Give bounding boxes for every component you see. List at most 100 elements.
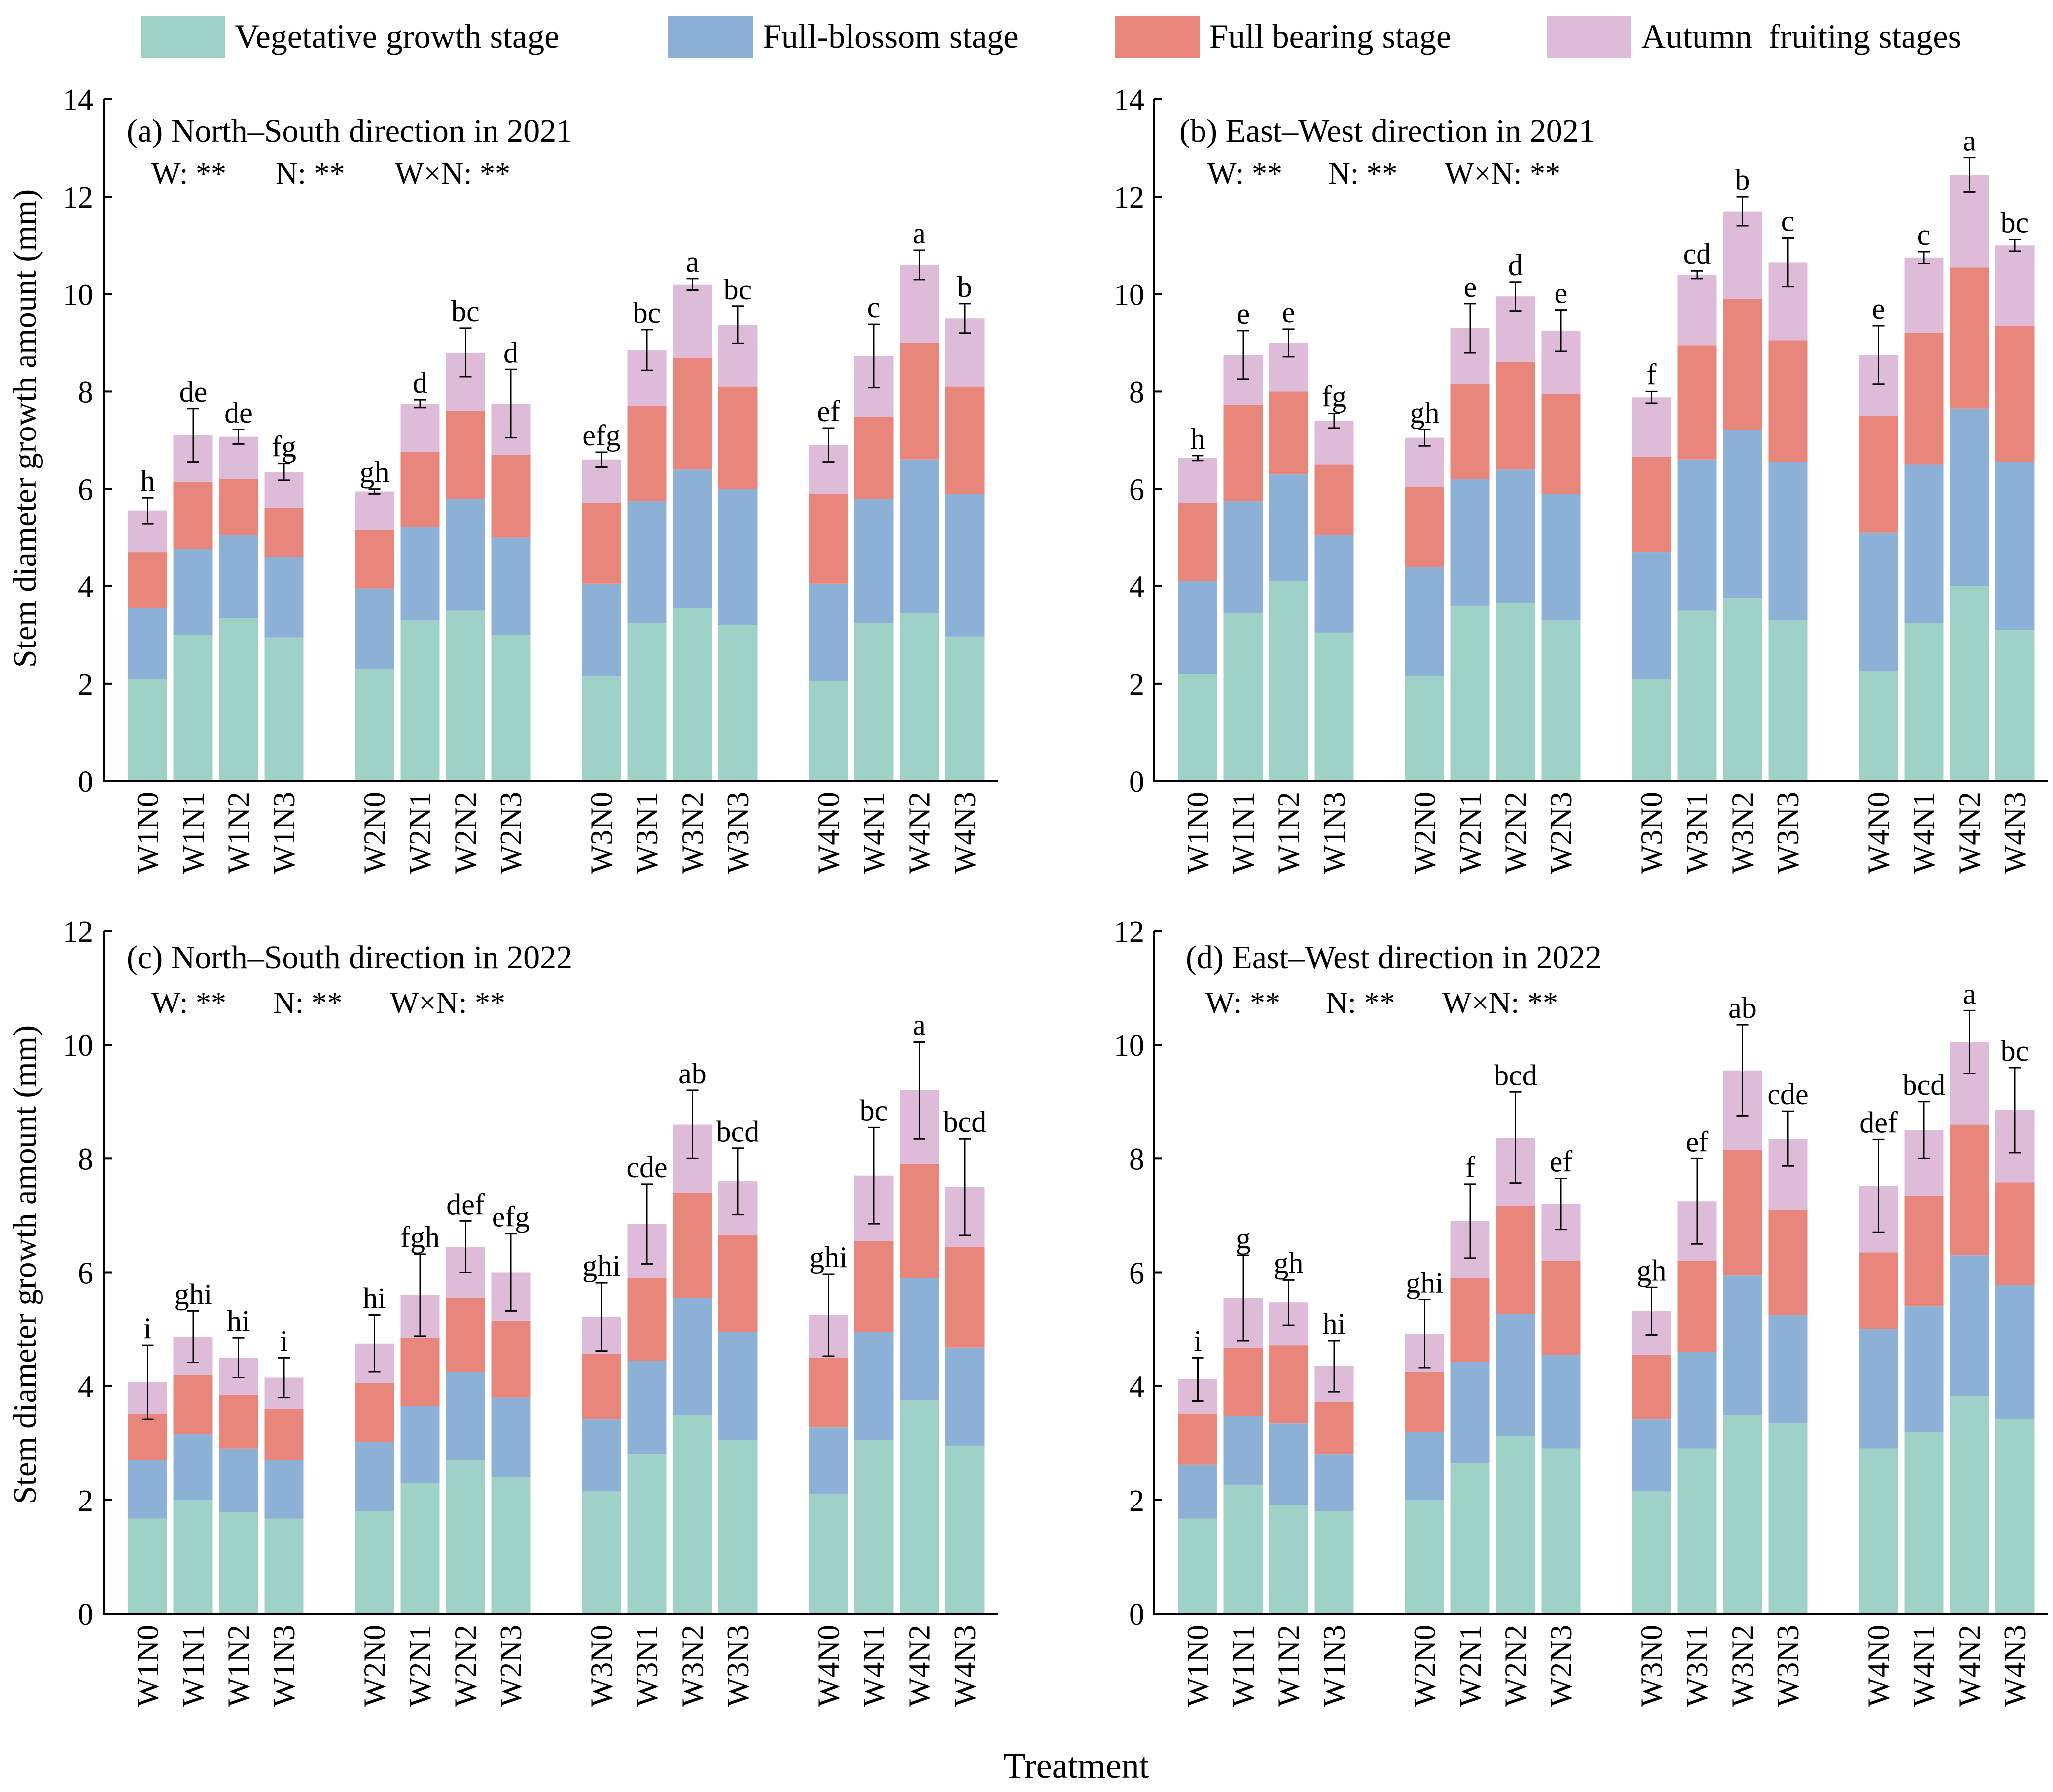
- legend-entry-full-blossom: Full-blossom stage: [668, 16, 1019, 58]
- x-tick-label-w4n0: W4N0: [812, 792, 846, 874]
- bar-full-bearing-w1n0: [128, 552, 167, 608]
- bar-full-blossom-w2n0: [355, 588, 394, 669]
- error-bar-w1n2: [232, 429, 245, 445]
- bar-vegetative-w1n2: [1269, 1505, 1308, 1614]
- bar-full-blossom-w4n0: [809, 583, 848, 681]
- bar-full-blossom-w3n2: [1723, 1275, 1762, 1415]
- error-bar-w4n0: [822, 1273, 835, 1357]
- significance-letter-w4n2: a: [913, 1008, 926, 1041]
- error-bar-w3n1: [641, 329, 653, 371]
- significance-letter-w4n3: bc: [2001, 1034, 2029, 1067]
- bar-vegetative-w1n3: [1314, 632, 1354, 781]
- bar-full-blossom-w1n1: [173, 549, 213, 635]
- x-tick-label-w2n1: W2N1: [404, 1625, 437, 1707]
- bar-vegetative-w2n1: [1450, 1463, 1490, 1614]
- x-tick-label-w2n2: W2N2: [1499, 792, 1533, 874]
- bar-vegetative-w2n3: [491, 1477, 531, 1614]
- bar-vegetative-w2n0: [1405, 1500, 1444, 1614]
- bar-vegetative-w3n2: [1723, 1414, 1762, 1614]
- significance-letter-w4n3: bc: [2001, 206, 2029, 239]
- significance-letter-w4n0: ghi: [809, 1241, 848, 1274]
- significance-letter-w3n1: bc: [633, 296, 661, 329]
- significance-letter-w2n2: d: [1508, 249, 1523, 282]
- bar-full-bearing-w2n3: [491, 454, 531, 538]
- bar-full-bearing-w1n2: [1269, 1345, 1308, 1424]
- bar-vegetative-w3n3: [1768, 620, 1808, 781]
- significance-letter-w1n0: h: [141, 464, 155, 497]
- panel-b-stat-n: N: **: [1328, 157, 1398, 191]
- error-bar-w2n0: [1418, 1299, 1431, 1369]
- error-bar-w4n1: [868, 1126, 880, 1225]
- y-tick-label: 8: [78, 1143, 93, 1176]
- bar-full-blossom-w4n1: [854, 1332, 894, 1440]
- bar-vegetative-w1n3: [264, 1518, 304, 1614]
- x-tick-label-w2n0: W2N0: [1409, 792, 1442, 874]
- x-tick-label-w3n0: W3N0: [585, 1625, 619, 1707]
- bar-full-blossom-w3n3: [718, 1332, 758, 1440]
- bar-full-blossom-w2n0: [1405, 567, 1444, 677]
- error-bar-w2n1: [1464, 303, 1476, 354]
- significance-letter-w2n2: bcd: [1494, 1059, 1537, 1091]
- bar-full-blossom-w3n0: [1632, 552, 1671, 679]
- bar-full-bearing-w3n1: [627, 1278, 667, 1361]
- bar-full-blossom-w1n3: [1314, 1454, 1354, 1511]
- y-tick-label: 8: [1129, 1143, 1144, 1176]
- bar-vegetative-w3n2: [1723, 598, 1762, 781]
- x-tick-label-w4n1: W4N1: [1908, 1625, 1941, 1707]
- error-bar-w3n2: [1736, 1024, 1749, 1117]
- bar-vegetative-w4n1: [854, 1440, 894, 1614]
- error-bar-w1n3: [1328, 413, 1340, 429]
- error-bar-w1n0: [1192, 1357, 1204, 1402]
- significance-letter-w2n3: e: [1555, 277, 1568, 310]
- bar-full-blossom-w4n0: [809, 1427, 848, 1495]
- bar-full-bearing-w1n1: [1223, 404, 1263, 502]
- x-tick-label-w2n0: W2N0: [358, 1625, 392, 1707]
- y-tick-label: 6: [1129, 473, 1144, 507]
- x-tick-label-w3n2: W3N2: [676, 1625, 710, 1707]
- bar-full-bearing-w3n2: [673, 357, 712, 470]
- error-bar-w4n2: [1963, 1009, 1976, 1074]
- bar-vegetative-w1n2: [219, 618, 258, 781]
- bar-full-blossom-w1n2: [219, 535, 258, 618]
- bar-vegetative-w1n3: [264, 637, 304, 781]
- bar-full-bearing-w2n1: [400, 452, 440, 527]
- error-bar-w4n0: [822, 427, 835, 463]
- error-bar-w4n3: [959, 303, 971, 334]
- bar-full-blossom-w1n2: [1269, 474, 1308, 581]
- bar-full-bearing-w2n2: [446, 1298, 485, 1372]
- bar-full-bearing-w3n2: [673, 1193, 712, 1298]
- significance-letter-w4n3: bcd: [943, 1105, 987, 1138]
- bar-full-blossom-w3n1: [627, 501, 667, 623]
- bar-full-blossom-w1n1: [173, 1434, 213, 1500]
- error-bar-w3n0: [595, 1282, 608, 1352]
- y-tick-label: 2: [1129, 1484, 1144, 1518]
- x-tick-label-w1n0: W1N0: [132, 792, 165, 874]
- bar-vegetative-w1n2: [1269, 581, 1308, 781]
- bar-vegetative-w1n0: [128, 679, 167, 781]
- bar-full-bearing-w1n3: [264, 508, 304, 557]
- bar-full-bearing-w1n1: [1223, 1347, 1263, 1416]
- error-bar-w2n2: [459, 327, 472, 378]
- error-bar-w3n3: [1782, 237, 1794, 288]
- significance-letter-w4n1: c: [867, 291, 881, 324]
- legend-swatch-autumn: [1547, 16, 1631, 58]
- y-tick-label: 6: [1129, 1257, 1144, 1290]
- bar-full-bearing-w4n1: [854, 417, 894, 499]
- bar-full-bearing-w2n0: [355, 530, 394, 589]
- bar-full-bearing-w4n1: [1904, 1195, 1944, 1307]
- bar-full-bearing-w3n2: [1723, 1150, 1762, 1276]
- significance-letter-w4n1: bcd: [1903, 1069, 1946, 1101]
- bar-full-blossom-w3n1: [1677, 1352, 1717, 1449]
- bar-full-bearing-w4n1: [854, 1241, 894, 1332]
- bar-full-bearing-w3n3: [1768, 1210, 1808, 1315]
- y-tick-label: 12: [63, 915, 93, 949]
- x-tick-label-w3n1: W3N1: [631, 1625, 664, 1707]
- significance-letter-w2n2: def: [446, 1188, 485, 1220]
- error-bar-w1n1: [1237, 330, 1249, 380]
- panel-b: (b) East–West direction in 2021 W: ** N:…: [1114, 83, 2048, 874]
- panel-d-stat-w: W: **: [1205, 986, 1280, 1020]
- y-tick-label: 4: [1129, 1370, 1144, 1404]
- error-bar-w1n3: [278, 463, 290, 481]
- bar-vegetative-w2n0: [355, 1511, 394, 1614]
- significance-letter-w2n1: e: [1464, 271, 1477, 303]
